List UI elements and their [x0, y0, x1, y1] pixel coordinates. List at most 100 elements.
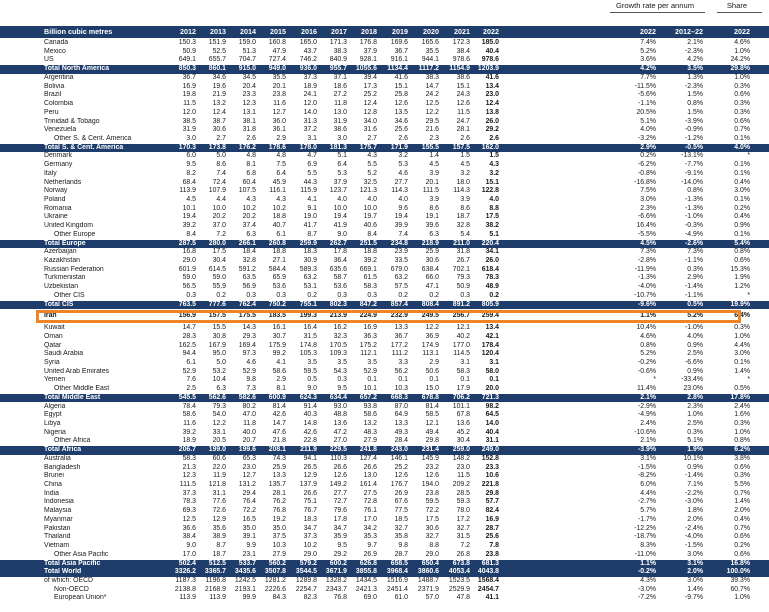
table-cell: 12.8	[343, 109, 377, 118]
table-cell: 1055.6	[343, 65, 377, 74]
table-cell: 2.3%	[622, 205, 656, 214]
table-cell: 15.1	[374, 83, 408, 92]
table-cell: -10.7%	[622, 292, 656, 301]
table-cell: -0.5%	[669, 144, 703, 153]
table-cell: 0.1	[343, 376, 377, 385]
group-header-bar: Growth rate per annum Share	[0, 0, 769, 16]
table-cell: 12.9	[283, 472, 317, 481]
table-cell: 2.5%	[669, 350, 703, 359]
table-cell: 56.2	[374, 368, 408, 377]
table-cell: 59.0	[192, 274, 226, 283]
table-cell: 40.4	[465, 48, 499, 57]
row-label: Colombia	[44, 100, 154, 109]
table-cell: 173.8	[192, 144, 226, 153]
table-cell: 175.7	[343, 144, 377, 153]
table-cell: 36.3	[343, 333, 377, 342]
table-cell: 15.1	[465, 179, 499, 188]
table-row: Oman 28.3 30.8 29.3 30.7 31.5 32.3 36.3 36.7 36.9…	[0, 333, 769, 342]
table-cell: 9.8	[222, 376, 256, 385]
table-cell: 4.6	[374, 170, 408, 179]
row-label: Kuwait	[44, 324, 154, 333]
table-cell: 48.9	[465, 283, 499, 292]
table-cell: 72.7	[313, 498, 347, 507]
table-cell: 99.2	[252, 350, 286, 359]
table-cell: 20.1	[252, 83, 286, 92]
table-cell: 649.1	[162, 56, 196, 65]
table-cell: 105.3	[283, 350, 317, 359]
table-row: United Kingdom 39.2 37.0 37.4 40.7 41.7 41.9 40…	[0, 222, 769, 231]
table-cell: 618.4	[465, 266, 499, 275]
table-cell: -6.6%	[669, 359, 703, 368]
table-cell: 61.5	[343, 274, 377, 283]
table-cell: 1196.8	[192, 577, 226, 586]
table-cell: 1.4%	[669, 586, 703, 595]
table-cell: 36.6	[162, 525, 196, 534]
table-cell: 802.3	[313, 301, 347, 310]
row-label: Saudi Arabia	[44, 350, 154, 359]
table-cell: -14.0%	[669, 179, 703, 188]
table-row: Denmark 6.0 5.0 4.8 4.8 4.7 5.1 4.3 3.2 1.4 1.5 1.5…	[0, 152, 769, 161]
table-cell: 4.5%	[622, 240, 656, 249]
table-cell: 7.3%	[669, 248, 703, 257]
table-cell: 123.7	[313, 187, 347, 196]
table-cell: 52.9	[343, 368, 377, 377]
table-cell: 12.6	[405, 472, 439, 481]
table-cell: 39.1	[222, 533, 256, 542]
table-cell: 8.3%	[622, 542, 656, 551]
table-row: China 111.5 121.8 131.2 135.7 137.9 149.2 161.4…	[0, 481, 769, 490]
table-cell: 30.7	[252, 333, 286, 342]
table-cell: -33.4%	[669, 376, 703, 385]
table-cell: 14.7	[252, 420, 286, 429]
table-cell: 1.4%	[716, 368, 750, 377]
row-label: Mexico	[44, 48, 154, 57]
table-cell: 25.9	[252, 464, 286, 473]
table-cell: 0.8%	[622, 342, 656, 351]
table-cell: 0.3	[313, 292, 347, 301]
table-cell: 10.4	[192, 376, 226, 385]
table-cell: 0.5%	[716, 385, 750, 394]
table-cell: -2.8%	[622, 257, 656, 266]
table-cell: 4.3	[343, 152, 377, 161]
total-row: Total Asia Pacific 502.4 512.5 533.7 560.2 57…	[0, 560, 769, 569]
table-cell: -3.9%	[669, 118, 703, 127]
table-cell: 3.0	[162, 135, 196, 144]
table-cell: 30.6	[192, 126, 226, 135]
table-cell: 16.9	[465, 516, 499, 525]
table-cell: 78.3	[162, 498, 196, 507]
table-cell: 1.1%	[622, 560, 656, 569]
share-group-underline	[717, 12, 762, 13]
table-cell: 28.3	[162, 333, 196, 342]
table-cell: 4.0%	[716, 144, 750, 153]
row-label: Yemen	[44, 376, 154, 385]
table-cell: 8.4	[343, 231, 377, 240]
table-cell: 0.3%	[716, 472, 750, 481]
table-row: of which: OECD 1187.3 1196.8 1242.5 1281.2 12…	[0, 577, 769, 586]
table-cell: 63.5	[222, 274, 256, 283]
table-cell: 162.5	[162, 342, 196, 351]
row-label: United Arab Emirates	[44, 368, 154, 377]
table-cell: 54.0	[192, 411, 226, 420]
table-cell: -0.8%	[622, 170, 656, 179]
table-cell: 114.3	[374, 187, 408, 196]
table-row: Brunei 12.3 11.9 12.7 13.3 12.9 12.6 13.0 12.6 12…	[0, 472, 769, 481]
table-cell: 26.6	[283, 490, 317, 499]
table-cell: 0.2	[405, 292, 439, 301]
table-cell: 18.8	[252, 248, 286, 257]
table-cell: 502.4	[162, 560, 196, 569]
table-cell: 29.0	[162, 257, 196, 266]
row-label: Bolivia	[44, 83, 154, 92]
row-label: European Union*	[54, 594, 164, 603]
table-row: Netherlands 68.4 72.4 60.4 45.9 44.3 37.9 32.5 2…	[0, 179, 769, 188]
table-cell: 746.2	[283, 56, 317, 65]
table-cell: 185.0	[465, 39, 499, 48]
table-cell: 37.4	[222, 222, 256, 231]
table-cell: 2.9	[405, 359, 439, 368]
table-cell: 113.9	[192, 594, 226, 603]
table-cell: 3365.7	[192, 568, 226, 577]
table-cell: 840.9	[313, 56, 347, 65]
row-label: Peru	[44, 109, 154, 118]
table-cell: 0.1	[465, 376, 499, 385]
table-cell: 10.6	[465, 472, 499, 481]
table-cell: 1242.5	[222, 577, 256, 586]
table-cell: 678.8	[405, 394, 439, 403]
